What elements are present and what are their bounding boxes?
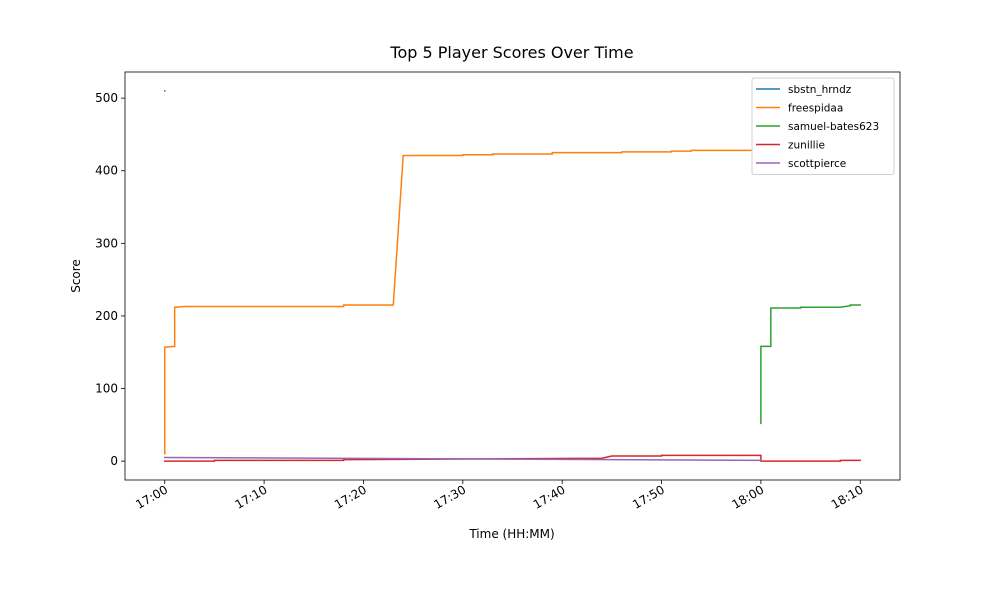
legend-label: sbstn_hrndz (788, 84, 852, 96)
series-line (760, 304, 862, 425)
x-tick-label: 17:00 (133, 482, 170, 511)
series-line (163, 454, 862, 462)
series-line (163, 456, 762, 462)
legend-label: scottpierce (788, 158, 846, 170)
x-tick-label: 17:20 (332, 482, 369, 511)
legend-label: freespidaa (788, 103, 843, 115)
y-tick-label: 300 (95, 236, 118, 250)
y-tick-label: 200 (95, 309, 118, 323)
y-tick-label: 400 (95, 164, 118, 178)
y-tick-label: 500 (95, 91, 118, 105)
x-axis-label: Time (HH:MM) (468, 527, 554, 541)
legend: sbstn_hrndz freespidaa samuel-bates623 zuni… (751, 77, 895, 175)
axes-frame (124, 71, 901, 481)
y-tick-label: 0 (110, 454, 118, 468)
y-tick-label: 100 (95, 382, 118, 396)
x-tick-label: 18:00 (729, 482, 766, 511)
x-tick-label: 17:50 (630, 482, 667, 511)
series-line (163, 149, 752, 455)
plot-area (163, 90, 862, 462)
x-tick-label: 17:40 (531, 482, 568, 511)
y-axis-label: Score (69, 259, 83, 293)
x-tick-label: 18:10 (829, 482, 866, 511)
legend-label: samuel-bates623 (788, 121, 879, 133)
legend-box (751, 77, 895, 175)
legend-label: zunillie (788, 140, 825, 152)
x-tick-label: 17:30 (431, 482, 468, 511)
x-tick-label: 17:10 (233, 482, 270, 511)
chart-title: Top 5 Player Scores Over Time (389, 43, 633, 62)
